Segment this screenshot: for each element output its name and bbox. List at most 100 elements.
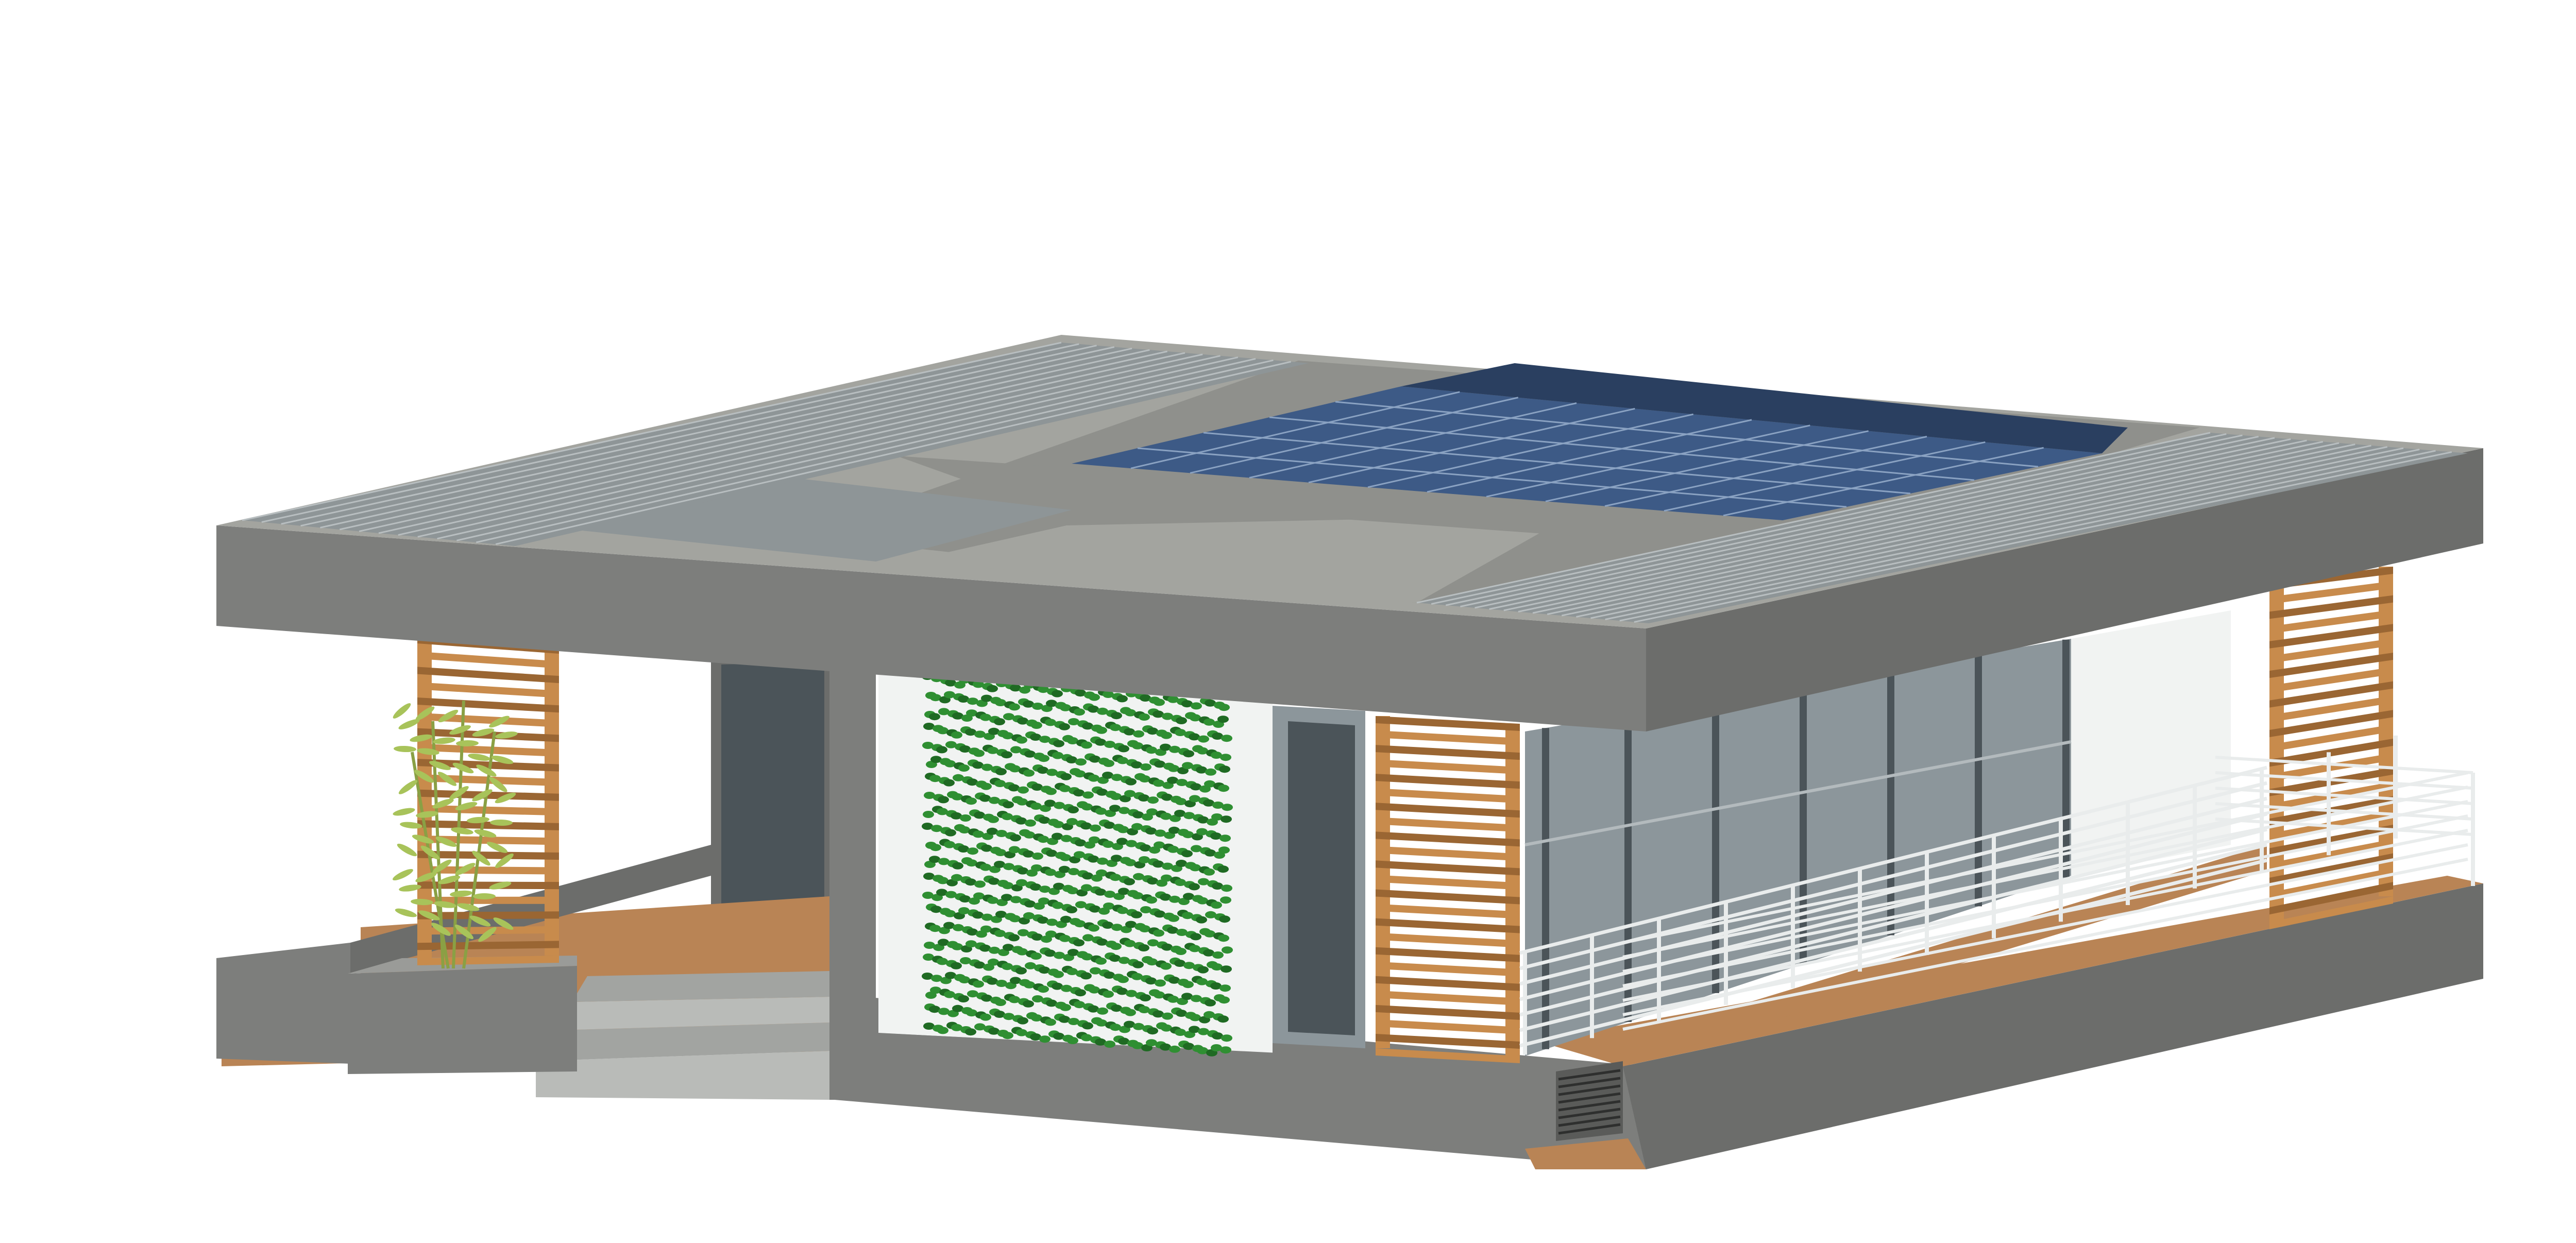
bamboo-leaf <box>489 881 512 890</box>
ivy-leaf <box>923 953 934 961</box>
ivy-leaf <box>1116 695 1128 703</box>
roof-ridge-mid <box>896 456 1762 536</box>
ivy-leaf <box>1125 778 1137 786</box>
ivy-leaf <box>1132 811 1144 819</box>
ivy-leaf <box>1016 736 1027 744</box>
ivy-leaf <box>1125 709 1136 717</box>
louvre-line <box>1634 451 2452 623</box>
ivy-leaf <box>1075 989 1086 997</box>
ivy-leaf <box>1038 836 1049 843</box>
ivy-leaf <box>1103 691 1114 698</box>
ivy-leaf <box>1081 953 1093 961</box>
ivy-leaf <box>1066 906 1077 913</box>
ivy-leaf <box>1023 700 1034 708</box>
louvre-line <box>1590 447 2404 619</box>
ivy-leaf <box>1131 823 1143 830</box>
bamboo-leaf <box>449 786 469 799</box>
ivy-leaf <box>1147 796 1159 804</box>
ivy-leaf <box>1219 915 1230 923</box>
ivy-leaf <box>1146 896 1157 904</box>
ivy-leaf <box>1167 845 1179 853</box>
ivy-leaf <box>1075 689 1086 697</box>
ivy-leaf <box>1103 760 1114 767</box>
ivy-leaf <box>1219 835 1231 842</box>
timber-slat <box>417 667 559 684</box>
terrace-rail-bar <box>2215 802 2473 821</box>
ivy-leaf <box>930 756 942 763</box>
ivy-leaf <box>922 823 933 830</box>
ivy-leaf <box>1204 868 1215 876</box>
ivy-leaf <box>1053 970 1064 978</box>
timber-slat <box>417 850 559 860</box>
ivy-leaf <box>994 780 1006 787</box>
ivy-leaf <box>988 727 999 735</box>
ivy-leaf <box>1002 882 1013 890</box>
ivy-leaf <box>1169 895 1180 903</box>
ivy-leaf <box>973 830 984 838</box>
ivy-leaf <box>974 1023 986 1031</box>
ivy-leaf <box>1074 1001 1085 1009</box>
ivy-leaf <box>937 808 948 815</box>
ivy-leaf <box>1153 779 1164 787</box>
ivy-leaf <box>1124 878 1135 886</box>
terrace-rail-bar <box>2215 787 2473 805</box>
ivy-leaf <box>1103 903 1114 910</box>
ivy-leaf <box>1109 955 1121 962</box>
ivy-leaf <box>974 961 985 969</box>
ivy-leaf <box>931 825 942 832</box>
bamboo-leaf <box>397 843 417 857</box>
timber-slat <box>1376 716 1520 731</box>
vent-slat <box>1558 1069 1621 1081</box>
timber-slat <box>1376 817 1520 832</box>
ivy-leaf <box>1054 802 1065 809</box>
ivy-leaf <box>1088 924 1099 932</box>
timber-slat <box>2269 638 2393 663</box>
ivy-leaf <box>945 829 956 837</box>
ivy-leaf <box>1182 831 1194 839</box>
ivy-leaf <box>987 746 998 754</box>
ivy-leaf <box>1045 788 1057 795</box>
ivy-leaf <box>1003 944 1014 951</box>
ivy-leaf <box>1052 752 1063 759</box>
ivy-leaf <box>1117 826 1129 833</box>
ivy-leaf <box>1080 972 1092 980</box>
ivy-leaf <box>1176 779 1188 786</box>
ivy-leaf <box>981 763 993 771</box>
ramp-railing <box>1519 735 2475 1066</box>
ivy-leaf <box>1175 1029 1186 1036</box>
ivy-leaf <box>952 712 963 720</box>
bamboo-leaf <box>393 869 413 881</box>
timber-slat <box>417 881 559 890</box>
ivy-leaf <box>945 741 957 748</box>
ivy-leaf <box>929 925 941 932</box>
ivy-leaf <box>1175 948 1187 955</box>
ivy-leaf <box>967 928 978 936</box>
ivy-leaf <box>1117 907 1128 914</box>
ivy-leaf <box>979 794 991 802</box>
bamboo-leaf <box>412 835 434 844</box>
ivy-leaf <box>1032 995 1043 1002</box>
ivy-leaf <box>923 873 935 880</box>
ivy-leaf <box>974 730 986 738</box>
ivy-leaf <box>1024 981 1035 989</box>
ivy-leaf <box>965 1028 976 1036</box>
ivy-leaf <box>1046 769 1058 776</box>
ivy-leaf <box>981 913 993 921</box>
ivy-leaf <box>1096 938 1108 946</box>
ivy-leaf <box>930 694 941 702</box>
ivy-leaf <box>1211 752 1222 759</box>
timber-slat <box>2269 724 2393 752</box>
ivy-leaf <box>1060 704 1071 711</box>
ivy-leaf <box>989 796 1000 804</box>
bamboo-leaf <box>414 770 434 783</box>
ivy-leaf <box>1162 712 1173 720</box>
terrace-rail-bar <box>2215 818 2473 836</box>
ivy-leaf <box>995 699 1006 706</box>
bamboo-leaf <box>455 863 476 875</box>
ivy-leaf <box>972 761 984 769</box>
bamboo-leaf <box>489 716 510 728</box>
ivy-leaf <box>1010 746 1022 754</box>
louvre-line <box>437 356 1239 540</box>
ivy-leaf <box>1038 755 1049 762</box>
ivy-leaf <box>1161 793 1173 801</box>
